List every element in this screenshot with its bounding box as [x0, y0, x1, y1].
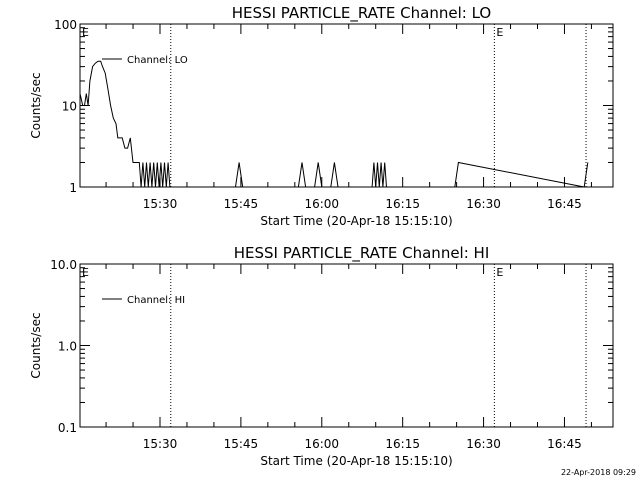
y-axis-label: Counts/sec: [29, 72, 43, 138]
y-tick-label: 0.1: [58, 421, 77, 435]
x-tick-label: 16:15: [385, 197, 420, 211]
y-tick-label: 1.0: [58, 340, 77, 354]
y-tick-label: 10: [62, 100, 77, 114]
x-tick-label: 15:30: [143, 437, 178, 451]
event-marker-label: E: [82, 26, 89, 39]
x-tick-label: 15:30: [143, 197, 178, 211]
x-tick-label: 15:45: [224, 197, 259, 211]
event-marker-label: E: [82, 266, 89, 279]
x-tick-label: 16:45: [547, 197, 582, 211]
x-axis-label: Start Time (20-Apr-18 15:15:10): [260, 214, 452, 228]
x-tick-label: 16:15: [385, 437, 420, 451]
x-axis-label: Start Time (20-Apr-18 15:15:10): [260, 454, 452, 468]
legend-label: Channel: LO: [127, 55, 188, 66]
event-marker-label: E: [496, 26, 503, 39]
y-tick-label: 100: [54, 18, 77, 32]
x-tick-label: 16:00: [304, 437, 339, 451]
x-tick-label: 16:30: [466, 197, 501, 211]
series-line-lo: [79, 60, 589, 188]
hi-channel-plot: HESSI PARTICLE_RATE Channel: HI Start Tim…: [29, 244, 614, 468]
x-tick-label: 16:30: [466, 437, 501, 451]
plot-frame: [79, 23, 614, 188]
event-marker-label: E: [496, 266, 503, 279]
timestamp-footer: 22-Apr-2018 09:29: [561, 468, 636, 477]
x-tick-label: 15:45: [224, 437, 259, 451]
x-tick-label: 16:45: [547, 437, 582, 451]
legend-label: Channel: HI: [127, 295, 185, 306]
plot-frame: [79, 263, 614, 428]
y-axis-label: Counts/sec: [29, 312, 43, 378]
y-tick-label: 1: [69, 181, 77, 195]
lo-channel-plot: HESSI PARTICLE_RATE Channel: LO Start Tim…: [29, 4, 614, 228]
chart-title: HESSI PARTICLE_RATE Channel: LO: [232, 4, 491, 23]
y-tick-label: 10.0: [50, 258, 77, 272]
x-tick-label: 16:00: [304, 197, 339, 211]
chart-title: HESSI PARTICLE_RATE Channel: HI: [234, 244, 490, 263]
